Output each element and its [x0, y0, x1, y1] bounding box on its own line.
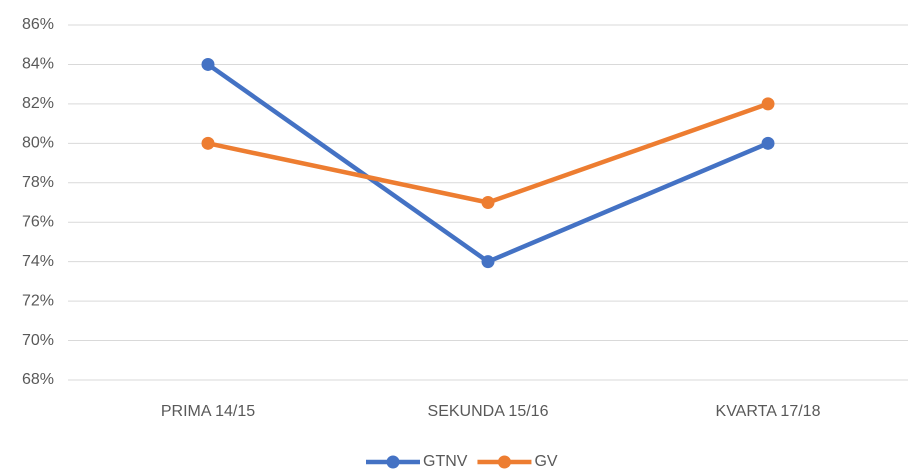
y-tick-label: 68%: [22, 371, 54, 388]
y-tick-label: 86%: [22, 16, 54, 33]
legend-marker: [386, 455, 400, 469]
y-tick-label: 72%: [22, 292, 54, 309]
legend-label: GTNV: [423, 453, 468, 470]
x-tick-label: KVARTA 17/18: [716, 403, 821, 420]
data-point: [201, 136, 215, 150]
y-tick-label: 84%: [22, 56, 54, 73]
legend-label: GV: [534, 453, 557, 470]
data-point: [201, 57, 215, 71]
y-tick-label: 70%: [22, 332, 54, 349]
y-tick-label: 80%: [22, 135, 54, 152]
data-point: [761, 136, 775, 150]
y-tick-label: 82%: [22, 95, 54, 112]
y-tick-label: 76%: [22, 213, 54, 230]
y-tick-label: 74%: [22, 253, 54, 270]
legend-marker: [497, 455, 511, 469]
x-tick-label: PRIMA 14/15: [161, 403, 255, 420]
series-line: [205, 101, 771, 205]
y-tick-label: 78%: [22, 174, 54, 191]
data-point: [761, 97, 775, 111]
data-point: [481, 255, 495, 269]
x-tick-label: SEKUNDA 15/16: [428, 403, 549, 420]
data-point: [481, 196, 495, 209]
